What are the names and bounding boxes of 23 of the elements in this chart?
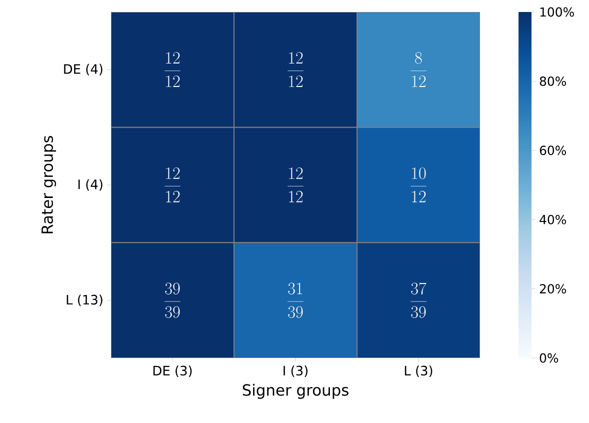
data-label: $\frac{39}{39}$ — [164, 282, 180, 318]
y-tick-label: I (4) — [78, 179, 102, 191]
data-label: $\frac{12}{12}$ — [164, 52, 180, 87]
color-bar-label: 0% — [540, 353, 558, 363]
data-label: $\frac{31}{39}$ — [288, 282, 304, 318]
color-bar-label: 60% — [540, 146, 566, 156]
data-label: $\frac{12}{12}$ — [288, 167, 304, 202]
x-tick-label: I (3) — [284, 366, 308, 378]
x-tick-label: DE (3) — [153, 366, 192, 378]
y-tick-label: L (13) — [66, 294, 102, 306]
y-tick-label: DE (4) — [64, 64, 102, 76]
data-label: $\frac{12}{12}$ — [164, 167, 180, 202]
color-bar-label: 80% — [540, 76, 566, 86]
y-axis-title: Rater groups — [42, 136, 56, 234]
data-label: $\frac{8}{12}$ — [410, 52, 426, 87]
x-tick-label: L (3) — [404, 366, 432, 378]
color-bar-label: 40% — [540, 214, 566, 224]
color-bar-label: 20% — [540, 284, 566, 294]
data-label: $\frac{10}{12}$ — [410, 167, 426, 202]
data-label: $\frac{37}{39}$ — [410, 282, 426, 318]
data-label: $\frac{12}{12}$ — [288, 52, 304, 87]
color-bar-label: 100% — [540, 7, 574, 17]
x-axis-title: Signer groups — [242, 384, 348, 399]
